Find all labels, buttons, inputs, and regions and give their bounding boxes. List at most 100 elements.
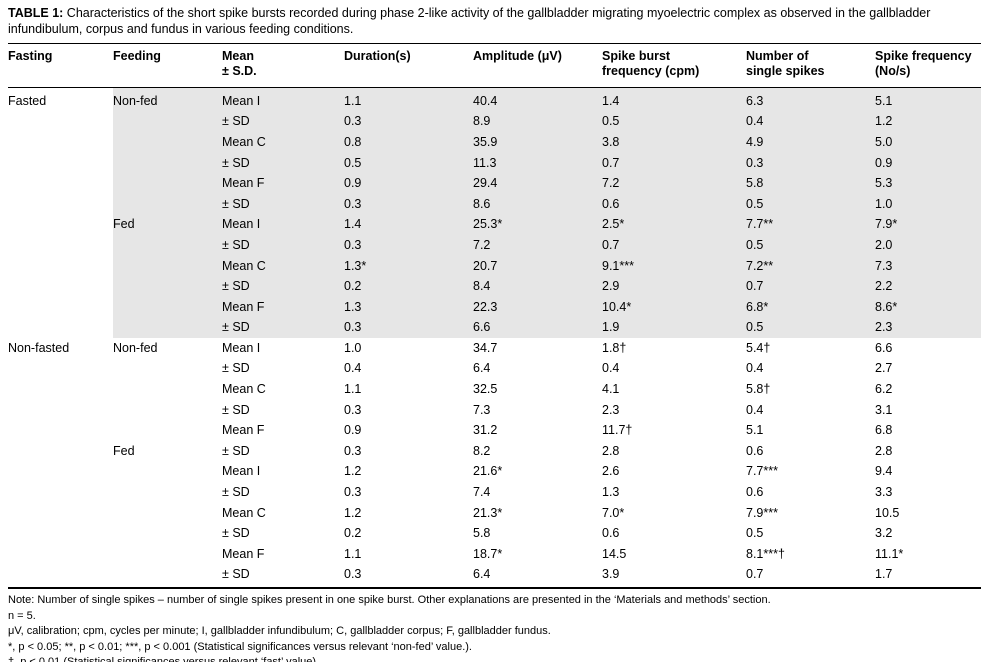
cell-feeding <box>113 564 222 585</box>
cell-spike-frequency: 11.1* <box>875 546 904 561</box>
table-row: ± SD 0.2 5.8 0.6 0.5 3.2 <box>8 523 981 544</box>
cell-duration: 0.3 <box>344 234 473 256</box>
cell-single-spikes: 0.5 <box>746 193 875 215</box>
cell-spike-frequency: 1.0 <box>875 193 981 215</box>
cell-single-spikes: 0.5 <box>746 234 875 256</box>
cell-burst-frequency: 2.3 <box>602 402 620 417</box>
cell-fasting <box>8 564 113 585</box>
table-row: Mean F 0.9 31.2 11.7† 5.1 6.8 <box>8 420 981 441</box>
table-row: Mean C 1.1 32.5 4.1 5.8† 6.2 <box>8 379 981 400</box>
cell-spike-frequency: 2.8 <box>875 443 893 458</box>
cell-single-spikes: 7.2** <box>746 255 875 277</box>
cell-duration: 0.3 <box>344 111 473 132</box>
cell-amplitude: 7.4 <box>473 485 491 500</box>
cell-fasting <box>8 194 113 215</box>
cell-burst-frequency: 11.7† <box>602 423 633 438</box>
cell-feeding <box>113 461 222 482</box>
cell-amplitude: 8.4 <box>473 276 602 297</box>
cell-duration: 0.8 <box>344 131 473 153</box>
cell-spike-frequency: 1.2 <box>875 111 981 132</box>
cell-single-spikes: 7.7*** <box>746 464 778 479</box>
footnote-divider <box>8 587 981 589</box>
table-row: ± SD 0.3 6.4 3.9 0.7 1.7 <box>8 564 981 585</box>
table-row: ± SD 0.5 11.3 0.7 0.3 0.9 <box>8 152 981 174</box>
cell-spike-frequency: 2.3 <box>875 317 981 338</box>
cell-amplitude: 7.3 <box>473 402 491 417</box>
cell-spike-frequency: 0.9 <box>875 152 981 174</box>
cell-amplitude: 31.2 <box>473 423 498 438</box>
footnote-note: Note: Number of single spikes – number o… <box>8 594 771 606</box>
cell-amplitude: 22.3 <box>473 296 602 318</box>
cell-feeding <box>113 276 222 297</box>
cell-amplitude: 21.6* <box>473 464 503 479</box>
table-row: ± SD 0.3 7.4 1.3 0.6 3.3 <box>8 482 981 503</box>
cell-feeding: Fed <box>113 214 222 235</box>
cell-feeding: Non-fed <box>113 340 158 355</box>
cell-amplitude: 25.3* <box>473 214 602 235</box>
cell-fasting: Fasted <box>8 93 47 108</box>
table-row: Fasted Non-fed Mean I 1.1 40.4 1.4 6.3 5… <box>8 87 981 112</box>
cell-amplitude: 20.7 <box>473 255 602 277</box>
cell-duration: 1.2 <box>344 464 362 479</box>
cell-duration: 0.3 <box>344 485 362 500</box>
cell-spike-frequency: 2.0 <box>875 234 981 256</box>
cell-stat: ± SD <box>222 443 250 458</box>
cell-amplitude: 32.5 <box>473 382 498 397</box>
cell-feeding <box>113 193 222 215</box>
table-row: Fed ± SD 0.3 8.2 2.8 0.6 2.8 <box>8 441 981 462</box>
cell-spike-frequency: 5.0 <box>875 131 981 153</box>
cell-fasting <box>8 441 113 462</box>
cell-burst-frequency: 0.6 <box>602 526 620 541</box>
cell-fasting <box>8 235 113 256</box>
cell-stat: ± SD <box>222 111 344 132</box>
cell-stat: ± SD <box>222 152 344 174</box>
cell-fasting <box>8 461 113 482</box>
cell-fasting <box>8 420 113 441</box>
column-header-spike-burst-frequency: Spike burst frequency (cpm) <box>602 43 746 88</box>
cell-spike-frequency: 6.8 <box>875 423 893 438</box>
cell-burst-frequency: 2.9 <box>602 276 746 297</box>
cell-amplitude: 18.7* <box>473 546 503 561</box>
cell-duration: 0.3 <box>344 317 473 338</box>
cell-fasting: Non-fasted <box>8 340 70 355</box>
cell-spike-frequency: 8.6* <box>875 296 981 318</box>
cell-stat: ± SD <box>222 402 250 417</box>
column-header-spike-frequency: Spike frequency (No/s) <box>875 43 981 88</box>
cell-burst-frequency: 7.2 <box>602 173 746 194</box>
cell-amplitude: 7.2 <box>473 234 602 256</box>
cell-single-spikes: 0.6 <box>746 485 764 500</box>
cell-spike-frequency: 7.3 <box>875 255 981 277</box>
cell-burst-frequency: 1.4 <box>602 87 746 112</box>
cell-fasting <box>8 276 113 297</box>
cell-feeding <box>113 503 222 524</box>
cell-amplitude: 29.4 <box>473 173 602 194</box>
cell-feeding <box>113 420 222 441</box>
cell-duration: 0.3 <box>344 567 362 582</box>
cell-fasting <box>8 132 113 153</box>
cell-single-spikes: 5.8† <box>746 382 771 397</box>
table-row: ± SD 0.3 8.6 0.6 0.5 1.0 <box>8 193 981 215</box>
cell-single-spikes: 6.3 <box>746 87 875 112</box>
cell-single-spikes: 0.6 <box>746 443 764 458</box>
cell-single-spikes: 7.7** <box>746 214 875 235</box>
cell-single-spikes: 5.1 <box>746 423 764 438</box>
cell-burst-frequency: 3.9 <box>602 567 620 582</box>
table-caption-label: TABLE 1: <box>8 6 64 20</box>
cell-fasting <box>8 111 113 132</box>
cell-single-spikes: 0.7 <box>746 567 764 582</box>
cell-amplitude: 11.3 <box>473 152 602 174</box>
cell-fasting <box>8 153 113 174</box>
cell-fasting <box>8 482 113 503</box>
cell-amplitude: 5.8 <box>473 526 491 541</box>
column-header-feeding: Feeding <box>113 43 222 88</box>
cell-amplitude: 40.4 <box>473 87 602 112</box>
cell-feeding <box>113 400 222 421</box>
cell-burst-frequency: 2.6 <box>602 464 620 479</box>
cell-stat: Mean I <box>222 464 261 479</box>
cell-feeding <box>113 173 222 194</box>
cell-spike-frequency: 3.2 <box>875 526 893 541</box>
cell-single-spikes: 6.8* <box>746 296 875 318</box>
cell-amplitude: 6.4 <box>473 567 491 582</box>
table-row: ± SD 0.4 6.4 0.4 0.4 2.7 <box>8 358 981 379</box>
